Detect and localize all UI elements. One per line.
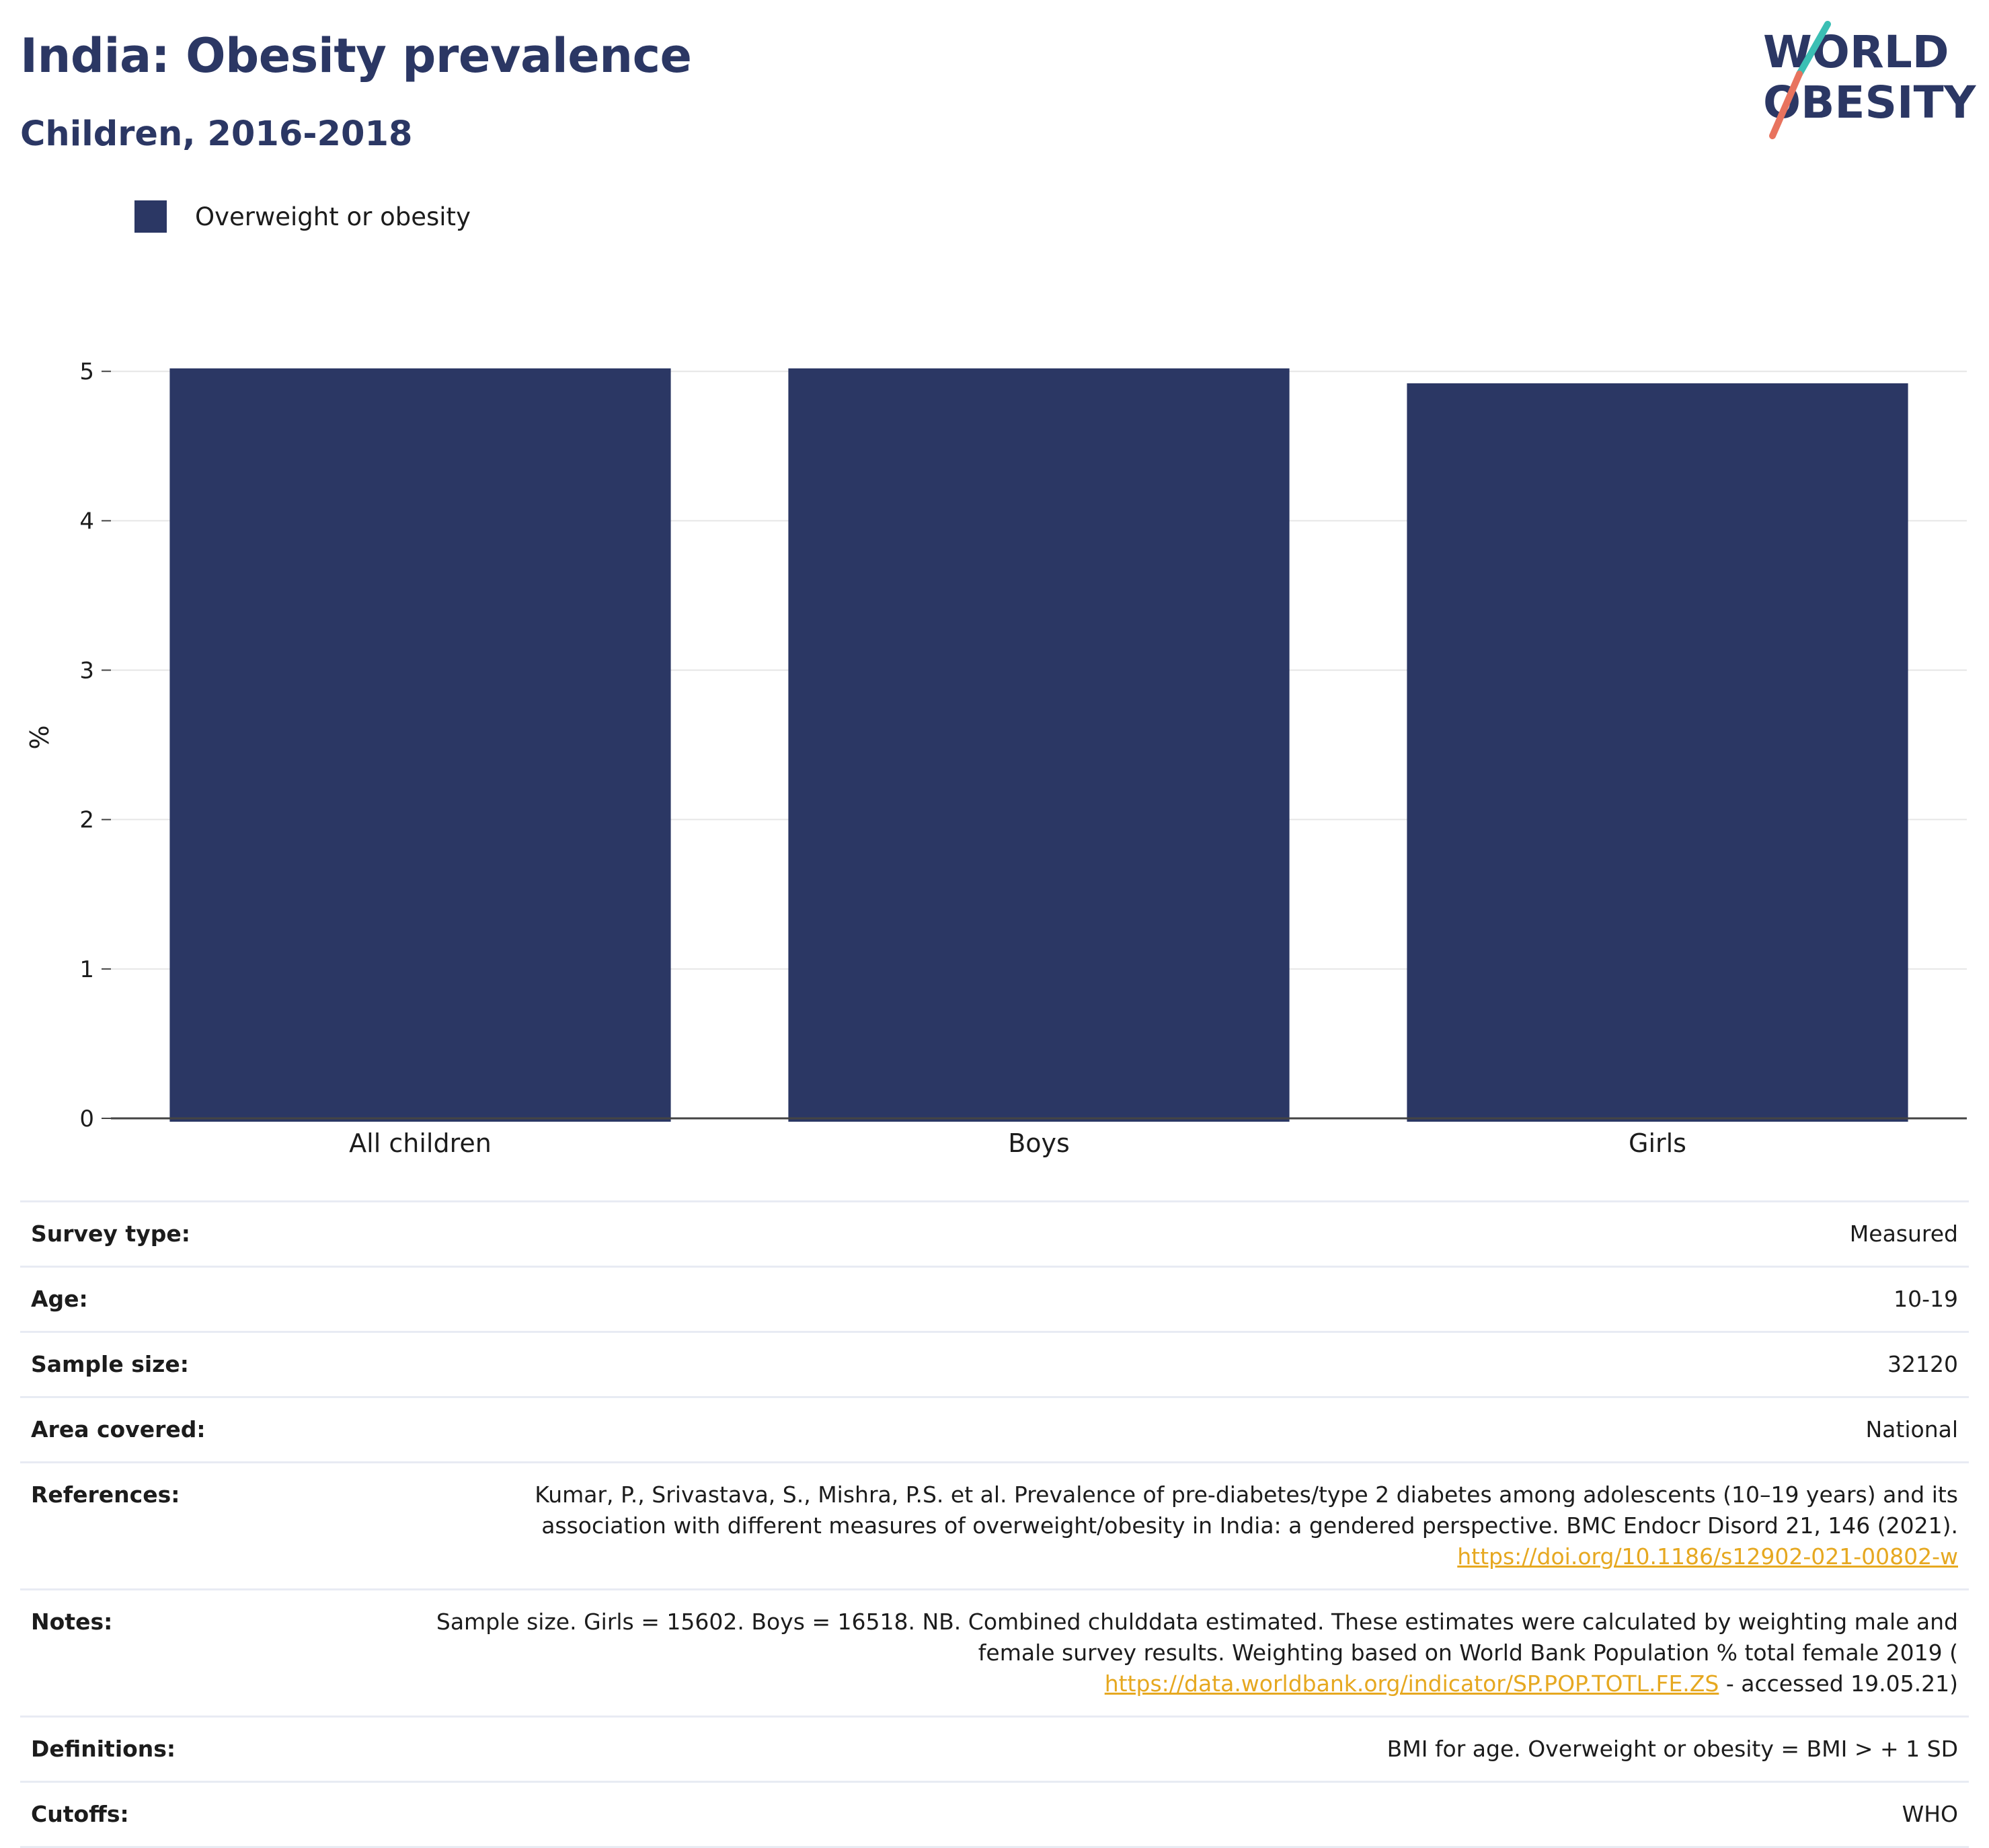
survey-type-label: Survey type: bbox=[31, 1221, 190, 1247]
references-text-line1: Kumar, P., Srivastava, S., Mishra, P.S. … bbox=[535, 1481, 1958, 1508]
y-tick-label: 0 bbox=[79, 1106, 94, 1132]
legend-label-overweight: Overweight or obesity bbox=[195, 202, 471, 231]
notes-text-line2: female survey results. Weighting based o… bbox=[978, 1640, 1958, 1666]
age-value: 10-19 bbox=[1894, 1286, 1958, 1312]
row-area-covered: Area covered: National bbox=[20, 1396, 1969, 1461]
row-sample-size: Sample size: 32120 bbox=[20, 1331, 1969, 1396]
sample-size-value: 32120 bbox=[1887, 1351, 1958, 1377]
references-label: References: bbox=[31, 1481, 180, 1508]
x-tick-label: Girls bbox=[1629, 1128, 1686, 1158]
age-label: Age: bbox=[31, 1286, 88, 1312]
y-tick-label: 1 bbox=[79, 956, 94, 983]
notes-value: Sample size. Girls = 15602. Boys = 16518… bbox=[381, 1607, 1958, 1699]
bar bbox=[1407, 383, 1908, 1122]
page-title: India: Obesity prevalence bbox=[20, 28, 692, 83]
page-subtitle: Children, 2016-2018 bbox=[20, 114, 413, 154]
cutoffs-value: WHO bbox=[1902, 1801, 1958, 1827]
legend-swatch-overweight bbox=[134, 200, 167, 233]
logo-line-world: WORLD bbox=[1763, 26, 1949, 78]
definitions-value: BMI for age. Overweight or obesity = BMI… bbox=[1387, 1736, 1958, 1762]
chart-legend: Overweight or obesity bbox=[134, 200, 471, 233]
bar bbox=[788, 368, 1290, 1122]
y-axis-title: % bbox=[25, 725, 54, 749]
row-notes: Notes: Sample size. Girls = 15602. Boys … bbox=[20, 1588, 1969, 1716]
y-tick-label: 4 bbox=[79, 508, 94, 535]
cutoffs-label: Cutoffs: bbox=[31, 1801, 129, 1827]
bar bbox=[169, 368, 671, 1122]
logo-slash-coral bbox=[1769, 71, 1803, 139]
row-cutoffs: Cutoffs: WHO bbox=[20, 1781, 1969, 1848]
y-tick-label: 3 bbox=[79, 658, 94, 685]
world-obesity-logo: WORLD OBESITY bbox=[1763, 21, 1977, 139]
logo-slash-teal bbox=[1796, 21, 1831, 77]
notes-suffix: - accessed 19.05.21) bbox=[1719, 1670, 1958, 1697]
survey-type-value: Measured bbox=[1849, 1221, 1958, 1247]
logo-line-obesity: OBESITY bbox=[1763, 77, 1977, 128]
references-link[interactable]: https://doi.org/10.1186/s12902-021-00802… bbox=[1457, 1543, 1958, 1570]
definitions-label: Definitions: bbox=[31, 1736, 176, 1762]
notes-label: Notes: bbox=[31, 1609, 113, 1635]
bar-chart: 0 1 2 3 4 5% All children Boys Girls bbox=[25, 358, 1967, 1158]
row-references: References: Kumar, P., Srivastava, S., M… bbox=[20, 1461, 1969, 1588]
x-tick-label: All children bbox=[349, 1128, 492, 1158]
row-definitions: Definitions: BMI for age. Overweight or … bbox=[20, 1716, 1969, 1781]
references-value: Kumar, P., Srivastava, S., Mishra, P.S. … bbox=[381, 1479, 1958, 1572]
sample-size-label: Sample size: bbox=[31, 1351, 189, 1377]
x-tick-label: Boys bbox=[1008, 1128, 1070, 1158]
y-tick-label: 2 bbox=[79, 807, 94, 834]
area-covered-label: Area covered: bbox=[31, 1416, 206, 1442]
survey-details-table: Survey type: Measured Age: 10-19 Sample … bbox=[20, 1200, 1969, 1848]
notes-text-line1: Sample size. Girls = 15602. Boys = 16518… bbox=[436, 1609, 1958, 1635]
row-age: Age: 10-19 bbox=[20, 1266, 1969, 1331]
notes-link[interactable]: https://data.worldbank.org/indicator/SP.… bbox=[1104, 1670, 1719, 1697]
y-tick-label: 5 bbox=[79, 358, 94, 385]
references-text-line2: association with different measures of o… bbox=[541, 1512, 1958, 1539]
row-survey-type: Survey type: Measured bbox=[20, 1200, 1969, 1266]
area-covered-value: National bbox=[1865, 1416, 1958, 1442]
